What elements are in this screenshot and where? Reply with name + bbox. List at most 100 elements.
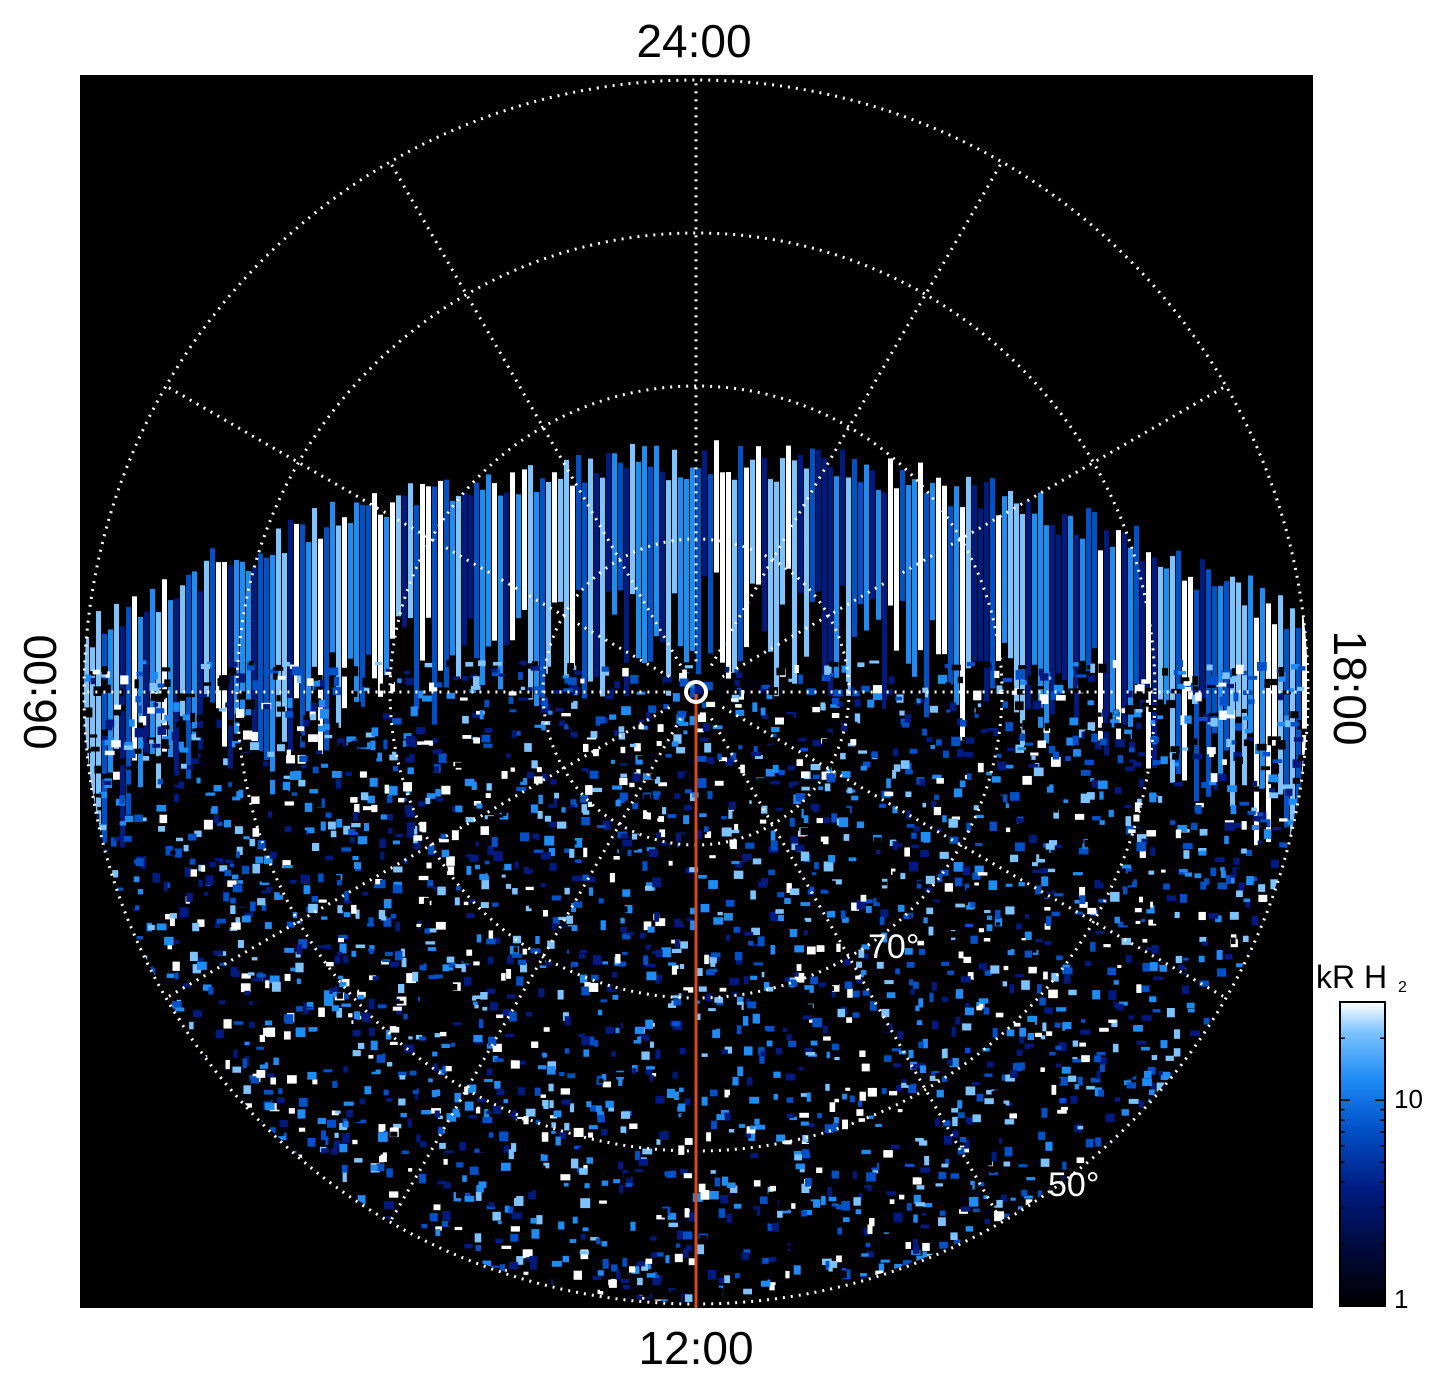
emission-pixel [148,924,155,930]
emission-pixel [353,755,364,766]
emission-pixel [620,917,625,924]
emission-pixel [432,738,438,744]
emission-pixel [683,815,690,825]
emission-pixel [983,1156,992,1166]
emission-pixel [975,814,984,819]
emission-pixel [511,1026,518,1033]
emission-pixel [248,1021,255,1028]
emission-pixel [677,771,687,779]
emission-pixel [169,913,177,919]
emission-pixel [964,756,970,765]
emission-pixel [466,913,475,919]
emission-pixel [443,1038,451,1046]
emission-pixel [866,970,873,978]
emission-pixel [1037,1190,1042,1198]
emission-pixel [555,707,564,712]
emission-pixel [993,728,999,737]
emission-streak [738,445,743,662]
emission-pixel [481,970,488,979]
emission-pixel [254,774,262,783]
emission-pixel [751,939,759,945]
emission-pixel [205,875,214,885]
emission-streak [354,502,359,704]
emission-pixel [265,980,270,989]
emission-pixel [258,1060,265,1065]
emission-pixel [597,1270,604,1276]
emission-pixel [214,1009,224,1017]
emission-pixel [734,1004,742,1011]
emission-pixel [643,810,649,819]
emission-pixel [159,755,167,763]
emission-pixel [420,753,428,761]
emission-pixel [1236,890,1243,898]
emission-pixel [942,1076,948,1083]
emission-pixel [357,1195,366,1205]
emission-pixel [551,1031,560,1038]
emission-pixel [905,791,912,798]
emission-pixel [493,937,501,944]
emission-streak [1008,490,1013,659]
emission-pixel [1192,694,1198,705]
emission-pixel [1036,686,1044,690]
emission-pixel [824,986,835,991]
emission-pixel [1180,1056,1188,1062]
emission-pixel [329,739,337,749]
emission-pixel [533,776,543,784]
emission-pixel [1114,710,1119,715]
emission-pixel [541,721,546,731]
emission-pixel [494,783,503,787]
emission-pixel [433,784,443,790]
emission-pixel [328,667,339,676]
emission-pixel [761,684,770,689]
emission-pixel [1162,667,1169,676]
emission-pixel [571,902,576,913]
emission-pixel [965,1047,971,1054]
emission-pixel [353,701,361,707]
emission-pixel [694,1244,705,1255]
emission-pixel [540,1094,546,1098]
emission-pixel [856,1233,865,1242]
emission-pixel [1254,786,1261,792]
emission-pixel [384,1201,394,1210]
emission-pixel [306,1001,314,1007]
emission-pixel [1041,868,1048,874]
emission-pixel [1139,821,1148,830]
emission-pixel [263,704,271,710]
emission-pixel [383,1089,389,1096]
emission-pixel [317,1117,327,1125]
emission-pixel [634,1026,645,1034]
emission-pixel [474,864,481,870]
emission-pixel [787,729,796,739]
emission-pixel [760,1196,768,1204]
emission-pixel [299,802,304,808]
emission-pixel [379,828,390,838]
emission-pixel [567,924,578,932]
emission-pixel [500,861,505,870]
emission-pixel [531,772,542,777]
emission-pixel [632,1175,638,1183]
emission-pixel [906,921,915,928]
emission-pixel [926,907,934,915]
emission-pixel [1019,900,1025,910]
emission-pixel [595,716,606,726]
emission-pixel [339,943,347,954]
emission-pixel [775,717,784,725]
emission-pixel [350,691,358,697]
emission-pixel [480,902,489,908]
emission-pixel [561,713,571,717]
emission-pixel [1002,677,1013,683]
emission-pixel [751,1307,756,1317]
emission-pixel [1016,1049,1023,1057]
emission-pixel [617,1196,623,1200]
emission-pixel [175,1007,185,1012]
emission-pixel [339,1143,348,1153]
emission-streak [966,476,971,669]
emission-pixel [822,762,831,771]
emission-pixel [1101,1135,1111,1140]
emission-pixel [341,1164,348,1173]
emission-pixel [905,703,913,711]
emission-pixel [520,686,525,691]
emission-pixel [359,951,370,958]
emission-streak [408,483,413,619]
emission-pixel [665,1255,670,1264]
